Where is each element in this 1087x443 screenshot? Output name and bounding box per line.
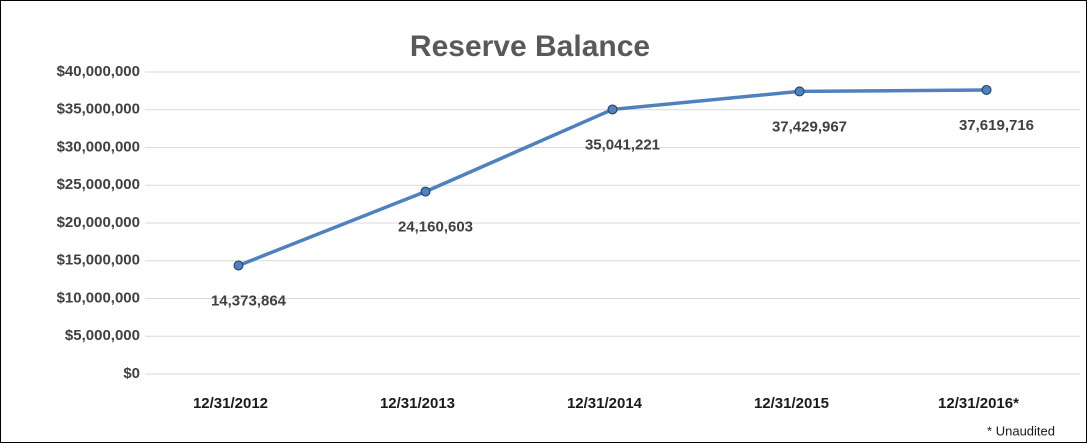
x-tick-label: 12/31/2015 — [754, 395, 829, 412]
y-tick-label: $40,000,000 — [57, 63, 140, 80]
data-label: 24,160,603 — [398, 219, 473, 236]
y-tick-label: $15,000,000 — [57, 252, 140, 269]
marker — [233, 260, 244, 271]
data-label: 14,373,864 — [211, 292, 287, 309]
data-label: 37,429,967 — [772, 118, 847, 135]
y-tick-label: $5,000,000 — [65, 327, 140, 344]
data-label: 37,619,716 — [959, 117, 1034, 134]
y-tick-label: $25,000,000 — [57, 176, 140, 193]
y-tick-label: $35,000,000 — [57, 101, 140, 118]
x-tick-label: 12/31/2012 — [193, 395, 268, 412]
marker — [607, 104, 618, 115]
footnote: * Unaudited — [987, 423, 1055, 438]
x-tick-label: 12/31/2014 — [567, 395, 643, 412]
data-label: 35,041,221 — [585, 136, 660, 153]
y-tick-label: $0 — [123, 365, 140, 382]
x-tick-label: 12/31/2013 — [380, 395, 455, 412]
marker — [981, 84, 992, 95]
y-tick-label: $20,000,000 — [57, 214, 140, 231]
marker — [420, 186, 431, 197]
y-tick-label: $10,000,000 — [57, 289, 140, 306]
y-tick-label: $30,000,000 — [57, 138, 140, 155]
marker — [794, 86, 805, 97]
chart-title: Reserve Balance — [410, 30, 650, 63]
x-tick-label: 12/31/2016* — [938, 395, 1019, 412]
